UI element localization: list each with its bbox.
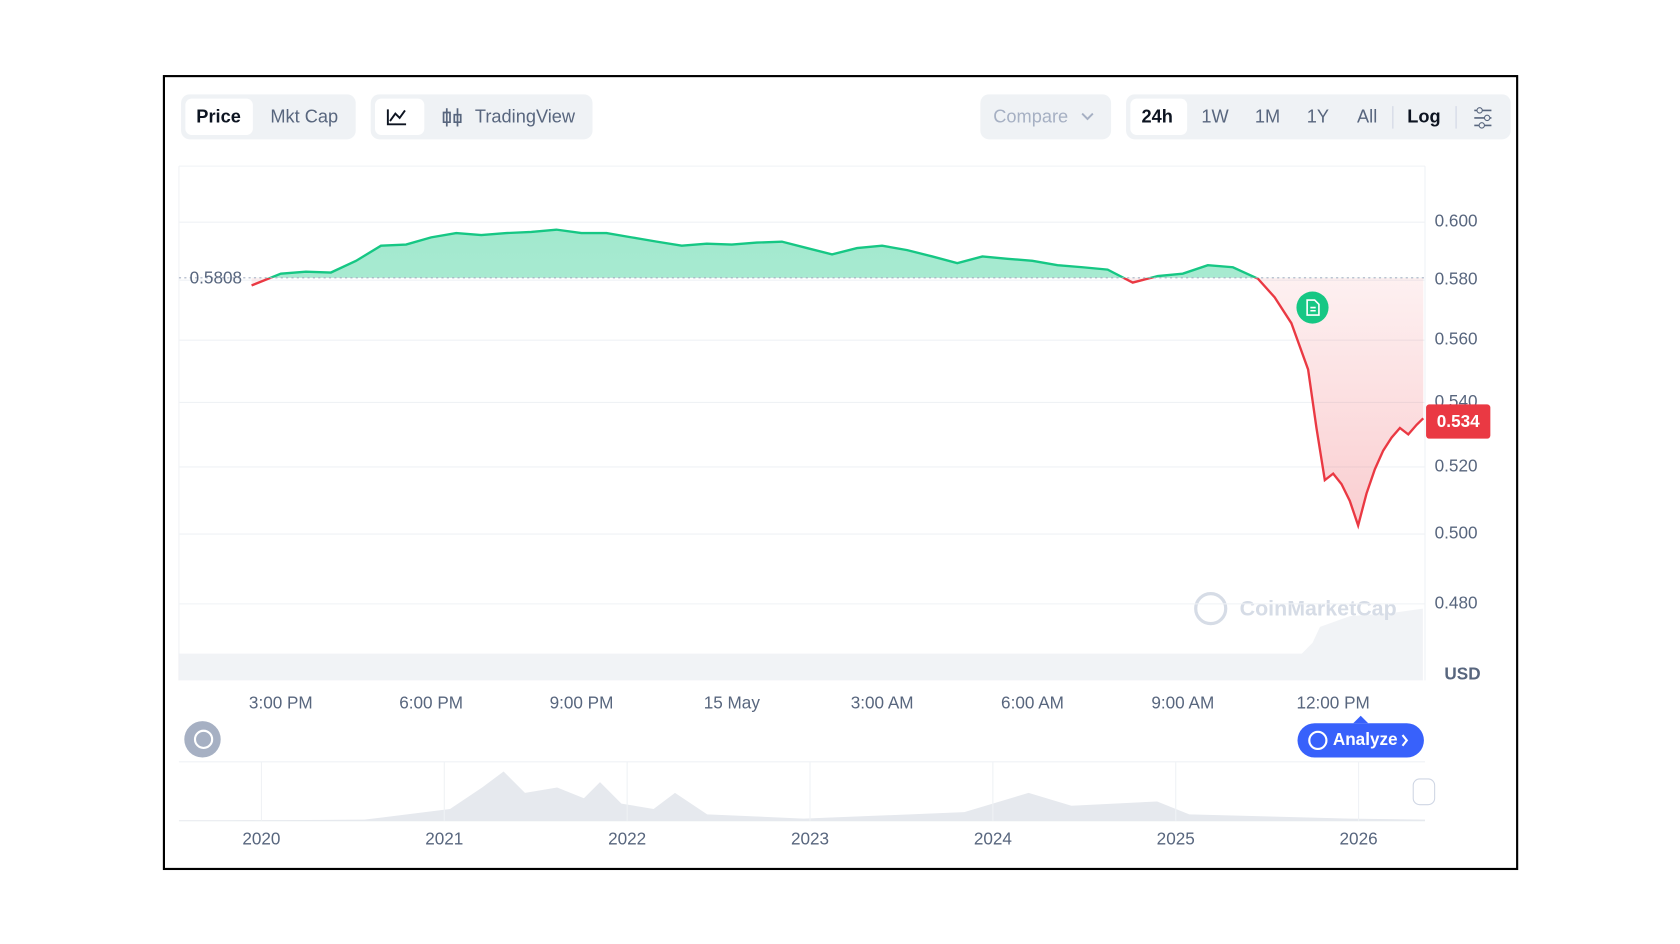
x-tick-label: 12:00 PM: [1296, 692, 1369, 712]
mktcap-button[interactable]: Mkt Cap: [270, 107, 338, 127]
analyze-pointer: [1353, 715, 1369, 724]
range-button[interactable]: 1M: [1255, 107, 1280, 127]
x-tick-label: 3:00 AM: [851, 692, 914, 712]
range-button[interactable]: 1Y: [1307, 107, 1329, 127]
line-up: [267, 228, 1259, 278]
chevron: [1081, 112, 1094, 121]
x-tick-label: 3:00 PM: [249, 692, 313, 712]
x-tick-label: 15 May: [704, 692, 761, 712]
log-button[interactable]: Log: [1407, 107, 1440, 127]
tradingview-button[interactable]: TradingView: [475, 107, 576, 127]
compare-button[interactable]: Compare: [993, 107, 1068, 127]
navigator-handle[interactable]: [1412, 778, 1436, 806]
year-label: 2024: [974, 829, 1013, 849]
current-tag: [1426, 404, 1491, 439]
candle-icon: [442, 108, 462, 127]
navigator-area: [178, 771, 1425, 821]
range-button[interactable]: 24h: [1141, 107, 1172, 127]
price-button[interactable]: Price: [196, 107, 241, 127]
volume-area: [178, 608, 1423, 681]
y-tick-label: 0.580: [1435, 269, 1478, 289]
year-label: 2025: [1157, 829, 1195, 849]
reference-label: 0.5808: [190, 267, 242, 287]
y-tick-label: 0.520: [1435, 455, 1478, 475]
analyze-chevron: [1401, 734, 1409, 747]
watermark-logo: [1194, 592, 1228, 626]
y-unit: USD: [1444, 664, 1480, 684]
year-label: 2026: [1340, 829, 1378, 849]
line-down: [251, 277, 1425, 530]
current-label: 0.534: [1437, 411, 1480, 431]
compare-box: [980, 94, 1112, 140]
analyze-button[interactable]: [1297, 723, 1424, 758]
x-tick-label: 6:00 PM: [399, 692, 463, 712]
x-tick-label: 6:00 AM: [1001, 692, 1064, 712]
x-tick-label: 9:00 PM: [550, 692, 614, 712]
x-tick-label: 9:00 AM: [1151, 692, 1214, 712]
settings-knob: [1476, 107, 1483, 114]
range-button[interactable]: 1W: [1201, 107, 1229, 127]
year-label: 2020: [242, 829, 280, 849]
analyze-label: Analyze: [1333, 729, 1398, 749]
settings-knob: [1478, 122, 1485, 129]
range-group: [1126, 94, 1511, 140]
selected-pill: [1130, 98, 1188, 136]
news-icon: [1306, 299, 1320, 316]
history-button[interactable]: [184, 721, 221, 758]
y-tick-label: 0.500: [1435, 523, 1478, 543]
range-button[interactable]: All: [1357, 107, 1377, 127]
year-label: 2021: [425, 829, 463, 849]
view-group: [370, 94, 593, 140]
frame: [162, 75, 1519, 871]
y-tick-label: 0.560: [1435, 329, 1478, 349]
watermark: CoinMarketCap: [1240, 596, 1397, 620]
line-icon: [386, 109, 407, 126]
analyze-icon: [1308, 730, 1328, 751]
year-label: 2022: [608, 829, 646, 849]
y-tick-label: 0.600: [1435, 211, 1478, 231]
year-label: 2023: [791, 829, 829, 849]
settings-knob: [1483, 114, 1491, 122]
selected-pill: [185, 98, 253, 136]
history-icon: [193, 729, 214, 749]
y-tick-label: 0.480: [1435, 592, 1478, 612]
